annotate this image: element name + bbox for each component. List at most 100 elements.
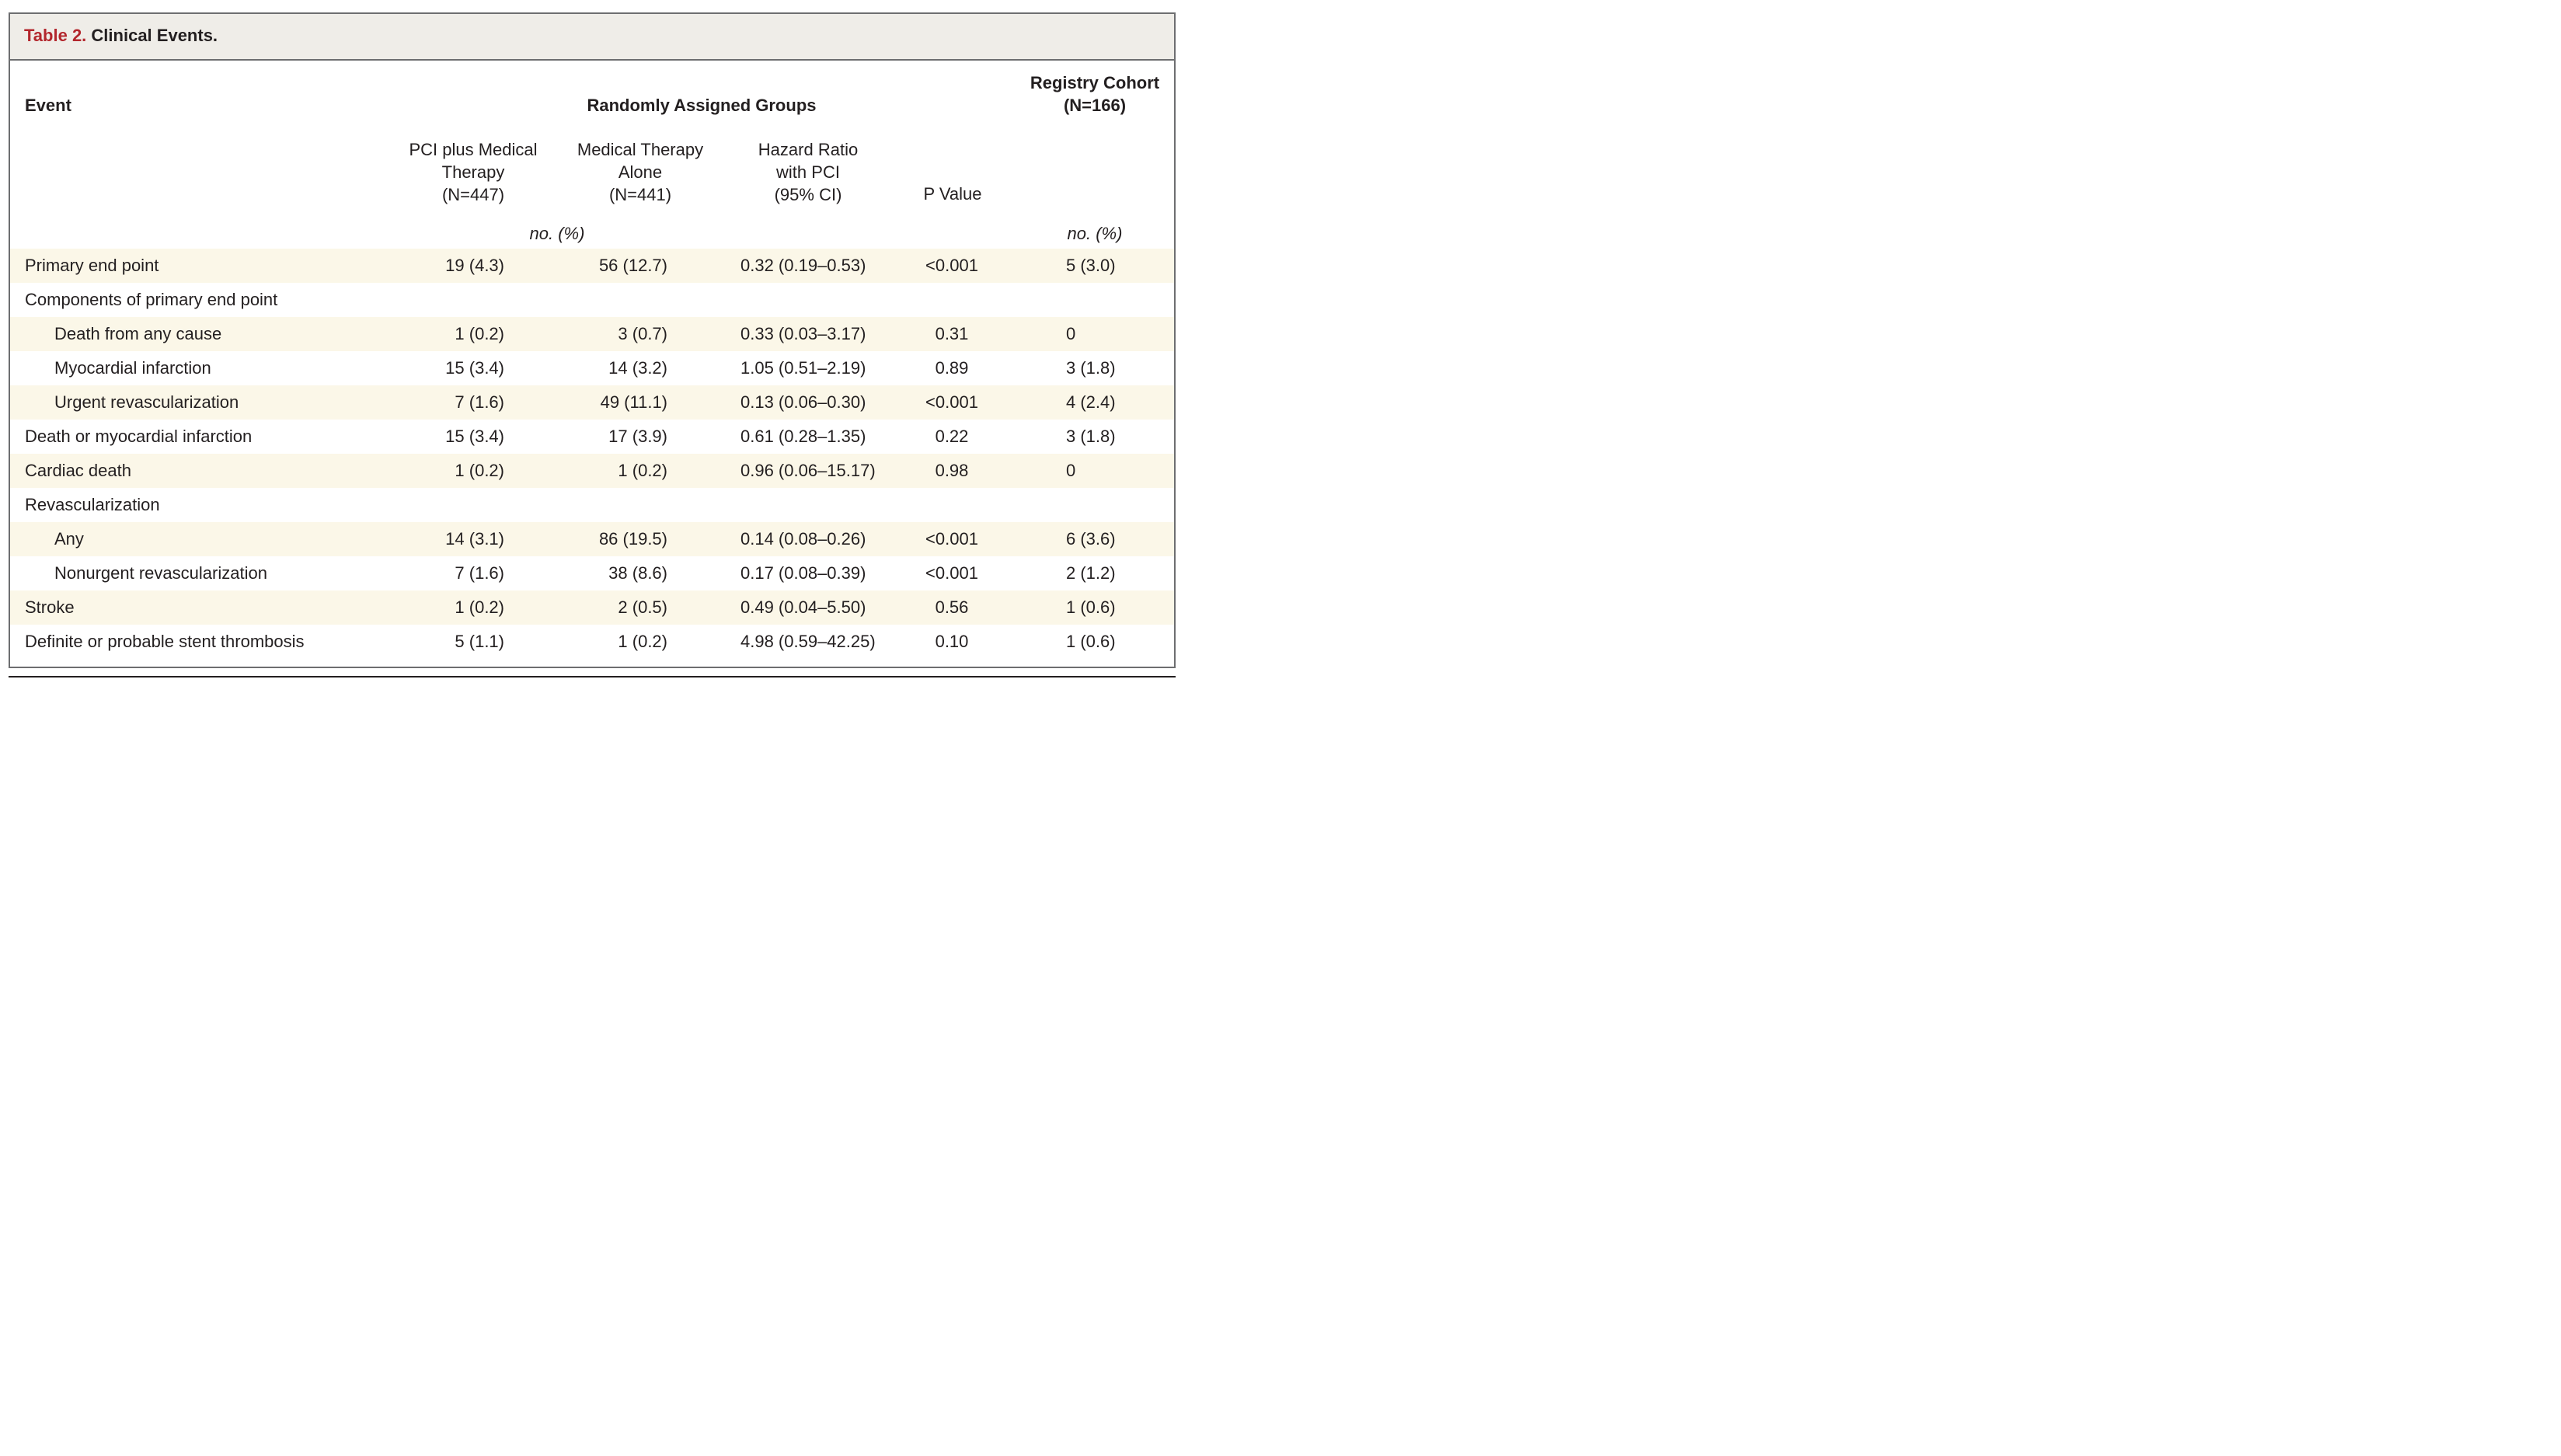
row-label: Death or myocardial infarction bbox=[25, 427, 253, 446]
cell-registry: 0 bbox=[1066, 461, 1076, 480]
header-registry-line1: Registry Cohort bbox=[1030, 73, 1160, 92]
bottom-rule bbox=[9, 676, 1176, 677]
header-registry-cohort: Registry Cohort (N=166) bbox=[1020, 71, 1169, 117]
table-label: Table 2. bbox=[24, 26, 87, 45]
row-label: Cardiac death bbox=[25, 461, 131, 480]
table-title: Table 2. Clinical Events. bbox=[24, 26, 218, 46]
table-title-bar: Table 2. Clinical Events. bbox=[10, 14, 1174, 61]
cell-p-value: 0.98 bbox=[935, 461, 969, 480]
header-p-value-label: P Value bbox=[923, 184, 982, 204]
cell-registry: 1 (0.6) bbox=[1066, 632, 1116, 651]
table-row: Myocardial infarction 15 (3.4) 14 (3.2) … bbox=[10, 351, 1174, 385]
cell-hazard-ratio: 4.98 (0.59–42.25) bbox=[740, 632, 876, 651]
cell-p-value: 0.56 bbox=[935, 597, 969, 617]
cell-hazard-ratio: 0.96 (0.06–15.17) bbox=[740, 461, 876, 480]
cell-p-value: <0.001 bbox=[925, 392, 978, 412]
cell-medical: 2 (0.5) bbox=[618, 597, 667, 617]
row-label: Death from any cause bbox=[54, 324, 222, 343]
row-label: Any bbox=[54, 529, 84, 549]
header-medical-alone: Medical Therapy Alone (N=441) bbox=[564, 138, 716, 206]
cell-medical: 1 (0.2) bbox=[618, 632, 667, 651]
cell-medical: 49 (11.1) bbox=[600, 392, 667, 412]
cell-hazard-ratio: 0.17 (0.08–0.39) bbox=[740, 563, 866, 583]
header-hazard-line3: (95% CI) bbox=[774, 185, 842, 204]
cell-medical: 3 (0.7) bbox=[618, 324, 667, 343]
cell-hazard-ratio: 1.05 (0.51–2.19) bbox=[740, 358, 866, 378]
cell-p-value: 0.22 bbox=[935, 427, 969, 446]
table-row: Nonurgent revascularization 7 (1.6) 38 (… bbox=[10, 556, 1174, 590]
unit-label-registry: no. (%) bbox=[1067, 224, 1123, 243]
cell-pci: 15 (3.4) bbox=[445, 358, 504, 378]
unit-label-random: no. (%) bbox=[529, 224, 585, 243]
row-label: Components of primary end point bbox=[25, 290, 278, 309]
cell-medical: 17 (3.9) bbox=[608, 427, 667, 446]
header-medical-line3: (N=441) bbox=[608, 185, 672, 204]
cell-p-value: 0.89 bbox=[935, 358, 969, 378]
cell-hazard-ratio: 0.13 (0.06–0.30) bbox=[740, 392, 866, 412]
cell-p-value: 0.31 bbox=[935, 324, 969, 343]
cell-p-value: <0.001 bbox=[925, 563, 978, 583]
cell-pci: 19 (4.3) bbox=[445, 256, 504, 275]
row-label: Nonurgent revascularization bbox=[54, 563, 267, 583]
header-hazard-line2: with PCI bbox=[776, 162, 840, 182]
cell-registry: 4 (2.4) bbox=[1066, 392, 1116, 412]
row-label: Stroke bbox=[25, 597, 75, 617]
cell-registry: 3 (1.8) bbox=[1066, 358, 1116, 378]
row-label: Revascularization bbox=[25, 495, 160, 514]
cell-registry: 5 (3.0) bbox=[1066, 256, 1116, 275]
row-label: Definite or probable stent thrombosis bbox=[25, 632, 305, 651]
row-label: Primary end point bbox=[25, 256, 159, 275]
cell-pci: 5 (1.1) bbox=[455, 632, 504, 651]
cell-hazard-ratio: 0.14 (0.08–0.26) bbox=[740, 529, 866, 549]
cell-registry: 2 (1.2) bbox=[1066, 563, 1116, 583]
cell-pci: 1 (0.2) bbox=[455, 461, 504, 480]
cell-medical: 14 (3.2) bbox=[608, 358, 667, 378]
table-row: Revascularization bbox=[10, 488, 1174, 522]
cell-medical: 1 (0.2) bbox=[618, 461, 667, 480]
table-body: Primary end point 19 (4.3) 56 (12.7) 0.3… bbox=[10, 249, 1174, 659]
cell-medical: 86 (19.5) bbox=[598, 529, 667, 549]
cell-p-value: <0.001 bbox=[925, 529, 978, 549]
cell-hazard-ratio: 0.33 (0.03–3.17) bbox=[740, 324, 866, 343]
header-randomly-assigned-groups: Randomly Assigned Groups bbox=[587, 96, 817, 115]
cell-pci: 14 (3.1) bbox=[445, 529, 504, 549]
cell-pci: 15 (3.4) bbox=[445, 427, 504, 446]
header-pci-line1: PCI plus Medical bbox=[409, 140, 538, 159]
table-row: Components of primary end point bbox=[10, 283, 1174, 317]
cell-p-value: <0.001 bbox=[925, 256, 978, 275]
header-pci-line2: Therapy bbox=[441, 162, 505, 182]
header-hazard-ratio: Hazard Ratio with PCI (95% CI) bbox=[732, 138, 884, 206]
cell-pci: 1 (0.2) bbox=[455, 324, 504, 343]
table-row: Definite or probable stent thrombosis 5 … bbox=[10, 625, 1174, 659]
table-row: Any 14 (3.1) 86 (19.5) 0.14 (0.08–0.26) … bbox=[10, 522, 1174, 556]
cell-hazard-ratio: 0.49 (0.04–5.50) bbox=[740, 597, 866, 617]
cell-registry: 1 (0.6) bbox=[1066, 597, 1116, 617]
header-pci-medical: PCI plus Medical Therapy (N=447) bbox=[397, 138, 549, 206]
table-row: Stroke 1 (0.2) 2 (0.5) 0.49 (0.04–5.50) … bbox=[10, 590, 1174, 625]
table-row: Urgent revascularization 7 (1.6) 49 (11.… bbox=[10, 385, 1174, 420]
cell-registry: 0 bbox=[1066, 324, 1076, 343]
table-row: Cardiac death 1 (0.2) 1 (0.2) 0.96 (0.06… bbox=[10, 454, 1174, 488]
cell-medical: 56 (12.7) bbox=[598, 256, 667, 275]
cell-registry: 3 (1.8) bbox=[1066, 427, 1116, 446]
table-row: Death or myocardial infarction 15 (3.4) … bbox=[10, 420, 1174, 454]
header-event: Event bbox=[25, 96, 71, 115]
table-title-text: Clinical Events. bbox=[91, 26, 218, 45]
cell-p-value: 0.10 bbox=[935, 632, 969, 651]
cell-hazard-ratio: 0.61 (0.28–1.35) bbox=[740, 427, 866, 446]
header-p-value: P Value bbox=[890, 183, 1015, 205]
cell-pci: 7 (1.6) bbox=[455, 563, 504, 583]
cell-pci: 7 (1.6) bbox=[455, 392, 504, 412]
table-row: Death from any cause 1 (0.2) 3 (0.7) 0.3… bbox=[10, 317, 1174, 351]
cell-hazard-ratio: 0.32 (0.19–0.53) bbox=[740, 256, 866, 275]
header-medical-line1: Medical Therapy bbox=[577, 140, 704, 159]
header-hazard-line1: Hazard Ratio bbox=[758, 140, 859, 159]
table-row: Primary end point 19 (4.3) 56 (12.7) 0.3… bbox=[10, 249, 1174, 283]
header-registry-line2: (N=166) bbox=[1063, 96, 1127, 115]
header-medical-line2: Alone bbox=[618, 162, 663, 182]
cell-registry: 6 (3.6) bbox=[1066, 529, 1116, 549]
header-pci-line3: (N=447) bbox=[441, 185, 505, 204]
row-label: Myocardial infarction bbox=[54, 358, 211, 378]
cell-pci: 1 (0.2) bbox=[455, 597, 504, 617]
row-label: Urgent revascularization bbox=[54, 392, 239, 412]
